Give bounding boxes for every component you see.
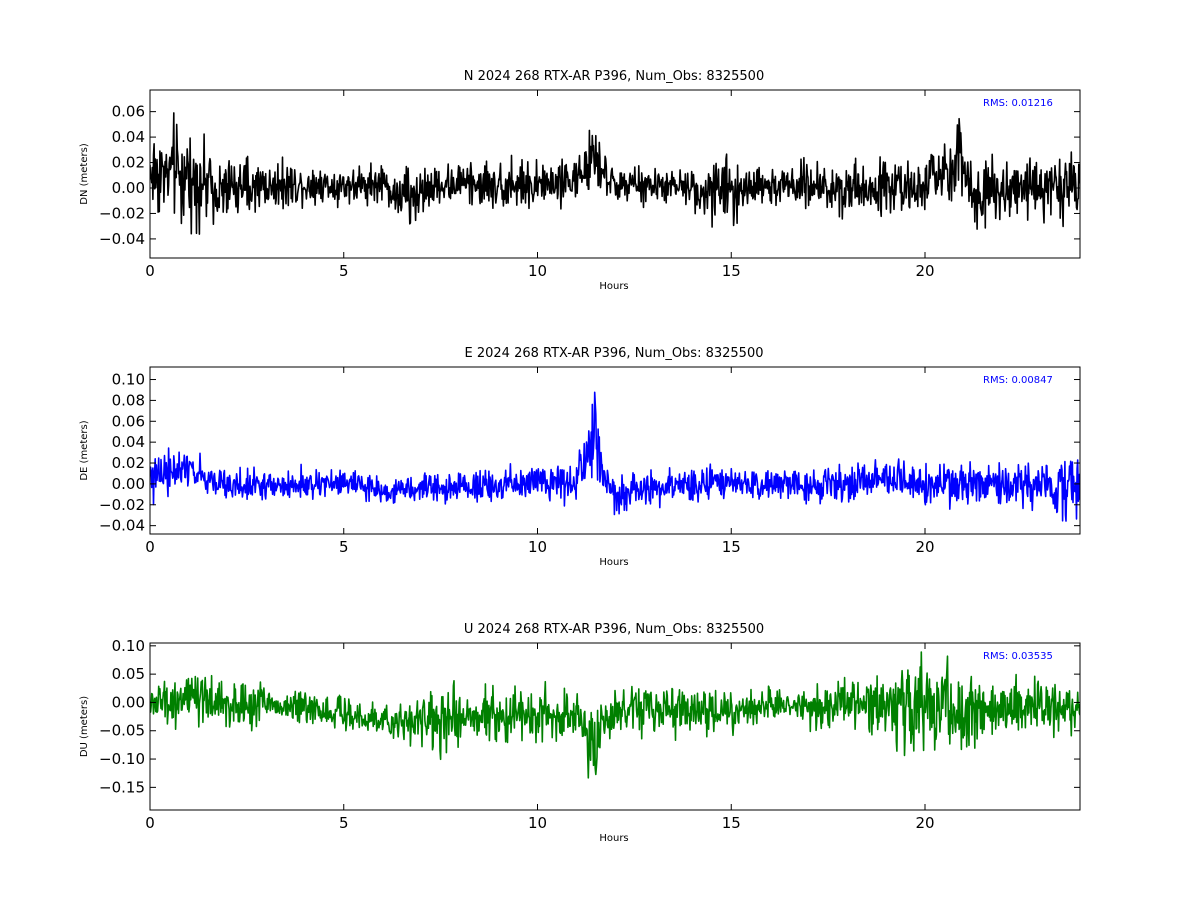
chart-2-y-axis-label: DE (meters) bbox=[79, 420, 90, 480]
chart-2-y-tick-label: 0.06 bbox=[112, 412, 145, 430]
chart-1-y-tick-label: 0.02 bbox=[112, 154, 145, 172]
chart-2-x-tick-label: 5 bbox=[339, 538, 349, 556]
chart-1-y-tick-label: 0.06 bbox=[112, 103, 145, 121]
chart-3-y-tick-label: −0.05 bbox=[99, 722, 145, 740]
chart-1-x-tick-label: 20 bbox=[915, 262, 934, 280]
chart-3-panel: 0 5 10 15 20 −0.15 −0.10 −0.05 0.00 0.05 0.10 U 202… bbox=[79, 622, 1081, 844]
chart-3-y-tick-label: 0.05 bbox=[112, 665, 145, 683]
chart-3-y-axis-label: DU (meters) bbox=[79, 696, 90, 757]
chart-3-y-tick-label: −0.15 bbox=[99, 778, 145, 796]
chart-2-y-tick-label: −0.04 bbox=[99, 517, 145, 535]
chart-3-series-line bbox=[150, 651, 1080, 779]
chart-1-x-tick-label: 10 bbox=[528, 262, 547, 280]
chart-3-y-tick-label: 0.00 bbox=[112, 693, 145, 711]
chart-1-y-axis-label: DN (meters) bbox=[79, 143, 90, 205]
chart-1-series-line bbox=[150, 112, 1080, 235]
chart-2-x-tick-label: 15 bbox=[722, 538, 741, 556]
chart-1-y-tick-label: 0.04 bbox=[112, 128, 145, 146]
chart-1-panel: 0 5 10 15 20 −0.04 −0.02 0.00 0.02 0.04 0.06 N 2024… bbox=[79, 69, 1081, 292]
chart-2-x-tick-label: 10 bbox=[528, 538, 547, 556]
chart-3-x-tick-label: 0 bbox=[145, 814, 155, 832]
chart-2-y-tick-label: 0.10 bbox=[112, 371, 145, 389]
chart-1-y-tick-label: −0.04 bbox=[99, 230, 145, 248]
chart-1-x-tick-label: 0 bbox=[145, 262, 155, 280]
chart-2-axes-frame bbox=[149, 366, 1081, 535]
chart-2-x-axis-label: Hours bbox=[599, 557, 628, 568]
chart-2-title: E 2024 268 RTX-AR P396, Num_Obs: 8325500 bbox=[465, 346, 764, 361]
chart-1-y-tick-label: −0.02 bbox=[99, 204, 145, 222]
chart-3-rms-label: RMS: 0.03535 bbox=[983, 651, 1053, 662]
chart-2-y-tick-label: 0.08 bbox=[112, 391, 145, 409]
chart-1-title: N 2024 268 RTX-AR P396, Num_Obs: 8325500 bbox=[464, 69, 764, 84]
chart-3-axes-frame bbox=[149, 642, 1081, 811]
chart-2-rms-label: RMS: 0.00847 bbox=[983, 375, 1053, 386]
chart-1-y-tick-label: 0.00 bbox=[112, 179, 145, 197]
chart-3-x-axis-label: Hours bbox=[599, 833, 628, 844]
chart-2-x-tick-label: 20 bbox=[915, 538, 934, 556]
chart-2-y-tick-label: 0.04 bbox=[112, 433, 145, 451]
chart-2-x-tick-label: 0 bbox=[145, 538, 155, 556]
chart-3-x-tick-label: 15 bbox=[722, 814, 741, 832]
chart-2-y-tick-label: 0.02 bbox=[112, 454, 145, 472]
chart-3-y-tick-label: −0.10 bbox=[99, 750, 145, 768]
chart-3-x-tick-label: 20 bbox=[915, 814, 934, 832]
chart-3-y-tick-label: 0.10 bbox=[112, 637, 145, 655]
chart-2-panel: 0 5 10 15 20 −0.04 −0.02 0.00 0.02 0.04 0.06 0.08 0.… bbox=[79, 346, 1081, 568]
chart-1-x-axis-label: Hours bbox=[599, 281, 628, 292]
chart-2-y-tick-label: 0.00 bbox=[112, 475, 145, 493]
chart-1-x-tick-label: 5 bbox=[339, 262, 349, 280]
chart-2-series-line bbox=[150, 391, 1080, 522]
chart-3-title: U 2024 268 RTX-AR P396, Num_Obs: 8325500 bbox=[464, 622, 764, 637]
chart-3-x-tick-label: 5 bbox=[339, 814, 349, 832]
chart-1-axes-frame bbox=[149, 89, 1081, 259]
chart-1-rms-label: RMS: 0.01216 bbox=[983, 98, 1053, 109]
chart-2-y-tick-label: −0.02 bbox=[99, 496, 145, 514]
chart-3-x-tick-label: 10 bbox=[528, 814, 547, 832]
chart-1-x-tick-label: 15 bbox=[722, 262, 741, 280]
